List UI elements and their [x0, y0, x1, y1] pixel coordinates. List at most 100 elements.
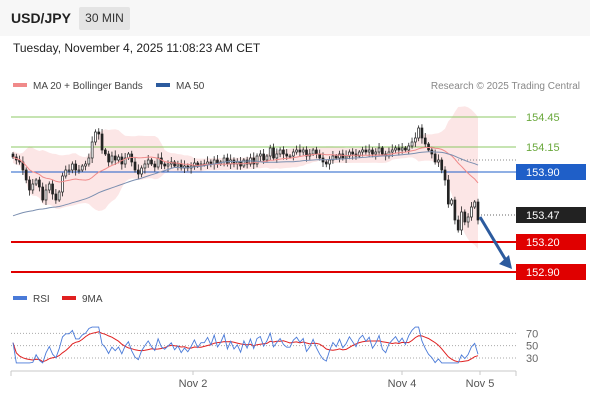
candle	[423, 133, 427, 148]
candle	[31, 179, 35, 194]
candle-body	[404, 147, 407, 151]
candle	[24, 167, 28, 184]
candle	[100, 129, 104, 154]
candle	[440, 157, 444, 174]
candle-body	[456, 219, 460, 231]
rsi-legend-swatch	[13, 296, 27, 300]
candle	[407, 142, 411, 155]
candle-body	[311, 149, 315, 155]
candle-body	[371, 149, 374, 155]
candle	[136, 164, 140, 179]
candle-body	[460, 211, 463, 231]
header-bar: USD/JPY 30 MIN	[0, 0, 590, 36]
candle	[143, 160, 147, 174]
candle-body	[331, 155, 335, 161]
candle-body	[259, 153, 262, 157]
candle-body	[107, 153, 110, 163]
candle-body	[80, 165, 84, 171]
candle	[133, 157, 137, 173]
candle-body	[361, 149, 364, 153]
candle	[390, 144, 394, 157]
candle	[305, 146, 308, 162]
ma20-legend-label: MA 20 + Bollinger Bands	[33, 81, 143, 92]
candle-body	[150, 159, 153, 165]
candle	[394, 145, 397, 154]
candle-body	[31, 183, 35, 191]
candle-body	[57, 191, 61, 201]
candle	[456, 215, 460, 233]
candle-body	[275, 153, 279, 159]
candle	[245, 156, 249, 169]
candle-body	[324, 161, 328, 165]
candle	[41, 182, 45, 203]
candle	[153, 160, 157, 172]
ma50-line	[12, 151, 479, 217]
candle	[357, 150, 361, 158]
candle-body	[298, 149, 302, 153]
candle	[282, 146, 285, 160]
candle	[446, 175, 450, 208]
candle	[87, 153, 91, 167]
x-tick-label: Nov 2	[179, 378, 208, 390]
rsi-line	[12, 326, 479, 364]
timeframe-button[interactable]: 30 MIN	[79, 7, 130, 30]
candle	[348, 149, 351, 160]
candle	[463, 209, 467, 226]
candle	[38, 176, 41, 192]
candle-body	[437, 159, 440, 163]
candle-body	[268, 147, 272, 157]
candle-body	[446, 179, 450, 205]
candle-body	[209, 161, 213, 165]
candle-body	[140, 167, 143, 175]
candle	[47, 181, 51, 194]
candle	[90, 136, 94, 163]
candle-body	[160, 157, 163, 165]
candle-body	[338, 153, 341, 159]
candle	[268, 144, 272, 161]
candle-body	[476, 201, 480, 221]
candle	[61, 172, 64, 197]
candle	[361, 146, 364, 157]
candle	[404, 146, 407, 152]
candle-body	[344, 155, 348, 159]
candle-body	[450, 199, 453, 205]
candle-body	[255, 155, 259, 165]
candle	[476, 198, 480, 225]
candle	[364, 145, 368, 155]
candle	[295, 145, 298, 155]
candle	[272, 143, 275, 161]
candle-body	[28, 179, 31, 191]
candle-body	[47, 183, 51, 191]
candle-body	[265, 155, 269, 161]
candle	[443, 166, 447, 186]
candle-body	[117, 156, 120, 161]
candle-body	[173, 161, 176, 167]
candle	[97, 128, 101, 140]
candle	[278, 147, 282, 158]
time-axis-labels: Nov 2 Nov 4 Nov 5	[179, 371, 495, 390]
candle	[163, 161, 167, 170]
candle	[44, 184, 48, 205]
candle-body	[466, 216, 470, 223]
candle	[64, 165, 68, 179]
candle-body	[397, 147, 401, 151]
candle-body	[291, 151, 295, 157]
candle-body	[423, 137, 427, 145]
moving-averages	[12, 147, 479, 217]
candle-body	[440, 159, 444, 171]
rsi-legend-label: RSI	[33, 294, 50, 305]
candle	[298, 144, 302, 157]
x-tick-label: Nov 5	[466, 378, 495, 390]
candle-body	[156, 157, 160, 168]
ma20-line	[12, 147, 479, 184]
candle-body	[222, 157, 226, 163]
candle	[57, 190, 61, 202]
candle	[113, 150, 117, 165]
candle-body	[367, 149, 371, 153]
candle-body	[90, 141, 94, 159]
candle-body	[301, 149, 305, 153]
forecast-arrow	[478, 216, 512, 269]
candle-body	[100, 133, 104, 151]
